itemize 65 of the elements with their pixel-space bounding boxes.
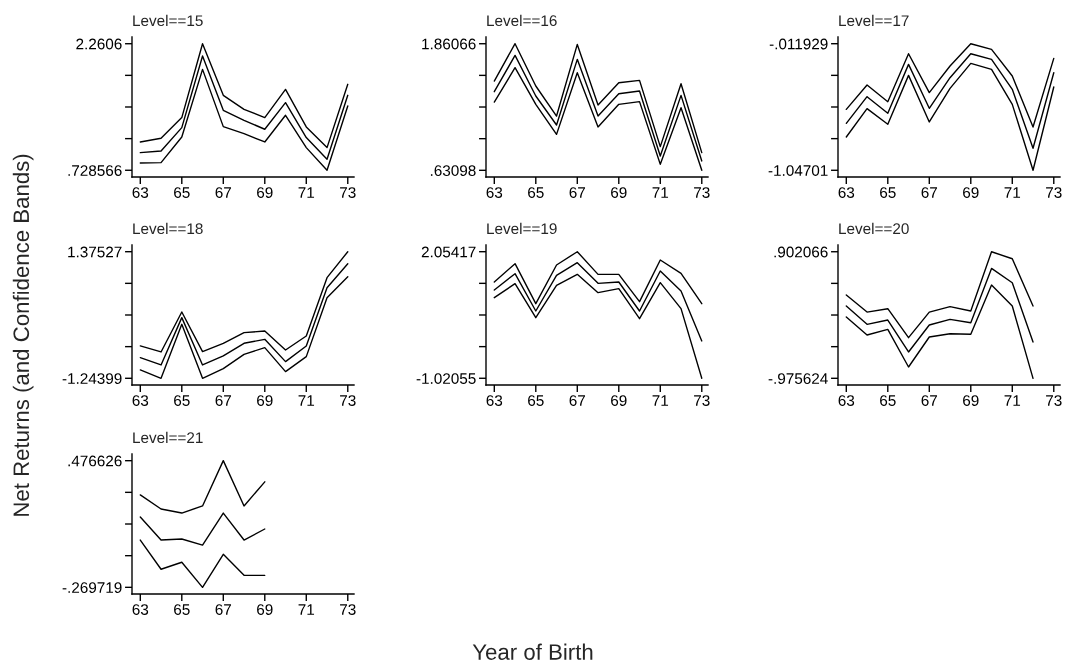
y-tick-label: -.975624: [768, 373, 828, 384]
y-tick-label: -1.24399: [62, 373, 122, 384]
x-axis-title: Year of Birth: [472, 643, 593, 660]
x-tick-label: 67: [921, 395, 938, 406]
x-tick-label: 63: [838, 187, 855, 198]
x-tick-label: 67: [215, 187, 232, 198]
y-tick-label: 1.86066: [422, 38, 476, 50]
y-tick-label: .476626: [68, 455, 122, 467]
x-tick-label: 69: [257, 395, 273, 406]
x-tick-label: 65: [880, 395, 896, 406]
y-tick-label: .63098: [430, 165, 476, 176]
x-tick-label: 71: [652, 395, 669, 406]
x-tick-label: 65: [528, 395, 544, 406]
chart-title: Level==20: [839, 222, 909, 235]
x-tick-label: 69: [257, 187, 273, 198]
x-tick-label: 65: [880, 187, 896, 198]
x-tick-label: 69: [611, 395, 627, 406]
x-tick-label: 63: [486, 187, 503, 198]
x-tick-label: 71: [298, 187, 315, 198]
x-tick-label: 69: [611, 187, 627, 198]
y-tick-label: .728566: [68, 165, 122, 176]
chart-title: Level==18: [133, 222, 203, 235]
chart-title: Level==15: [133, 14, 203, 27]
x-tick-label: 73: [694, 395, 710, 406]
y-tick-label: -.011929: [769, 38, 828, 50]
y-tick-label: 2.05417: [421, 246, 476, 258]
x-tick-label: 67: [569, 187, 586, 198]
x-tick-label: 71: [1004, 395, 1021, 406]
x-tick-label: 63: [132, 395, 149, 406]
x-tick-label: 69: [963, 395, 979, 406]
x-tick-label: 73: [340, 604, 356, 615]
x-tick-label: 71: [652, 187, 669, 198]
x-tick-label: 65: [174, 187, 190, 198]
x-tick-label: 73: [1046, 395, 1062, 406]
chart-title: Level==19: [487, 222, 557, 235]
x-tick-label: 65: [174, 395, 190, 406]
x-tick-label: 67: [215, 604, 232, 615]
x-tick-label: 69: [257, 604, 273, 615]
y-tick-label: -1.02055: [416, 373, 476, 384]
y-tick-label: 2.2606: [76, 38, 122, 50]
x-tick-label: 63: [838, 395, 855, 406]
chart-title: Level==21: [133, 431, 203, 444]
chart-title: Level==16: [487, 14, 557, 27]
x-tick-label: 73: [1046, 187, 1062, 198]
x-tick-label: 65: [528, 187, 544, 198]
x-tick-label: 73: [694, 187, 710, 198]
y-tick-label: -1.04701: [768, 165, 828, 176]
x-tick-label: 65: [174, 604, 190, 615]
x-tick-label: 73: [340, 395, 356, 406]
x-tick-label: 71: [1004, 187, 1021, 198]
x-tick-label: 63: [486, 395, 503, 406]
y-tick-label: -.269719: [62, 582, 122, 594]
x-tick-label: 63: [132, 604, 149, 615]
x-tick-label: 67: [921, 187, 938, 198]
chart-title: Level==17: [839, 14, 909, 27]
x-tick-label: 73: [340, 187, 356, 198]
x-tick-label: 67: [569, 395, 586, 406]
x-tick-label: 71: [298, 395, 315, 406]
x-tick-label: 71: [298, 604, 315, 615]
y-axis-title: Net Returns (and Confidence Bands): [12, 154, 34, 516]
x-tick-label: 63: [132, 187, 149, 198]
x-tick-label: 67: [215, 395, 232, 406]
y-tick-label: .902066: [774, 246, 828, 258]
y-tick-label: 1.37527: [68, 246, 122, 258]
x-tick-label: 69: [963, 187, 979, 198]
